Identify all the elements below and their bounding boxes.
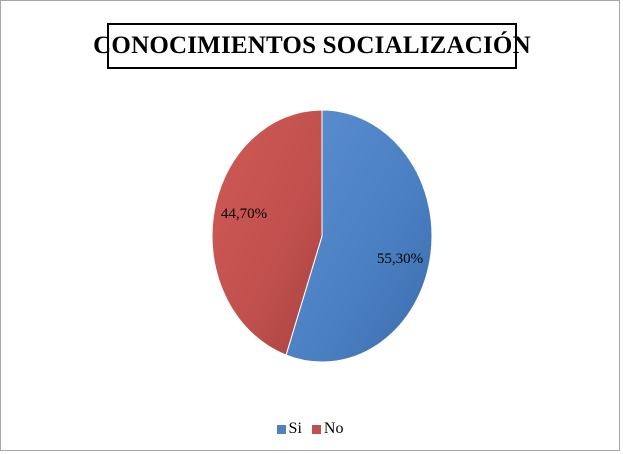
data-label-si: 55,30% [377, 251, 423, 267]
legend-label-si: Si [288, 420, 302, 437]
legend-entry-no: No [311, 420, 344, 438]
pie-slice-si [285, 109, 433, 363]
legend-swatch-no [311, 424, 321, 434]
legend-entry-si: Si [276, 420, 302, 438]
legend: Si No [0, 420, 620, 438]
chart-title: CONOCIMIENTOS SOCIALIZACIÓN [93, 23, 531, 69]
legend-label-no: No [323, 420, 344, 437]
pie-slice-no [211, 109, 323, 356]
data-label-no: 44,70% [221, 206, 267, 222]
legend-swatch-si [276, 424, 286, 434]
